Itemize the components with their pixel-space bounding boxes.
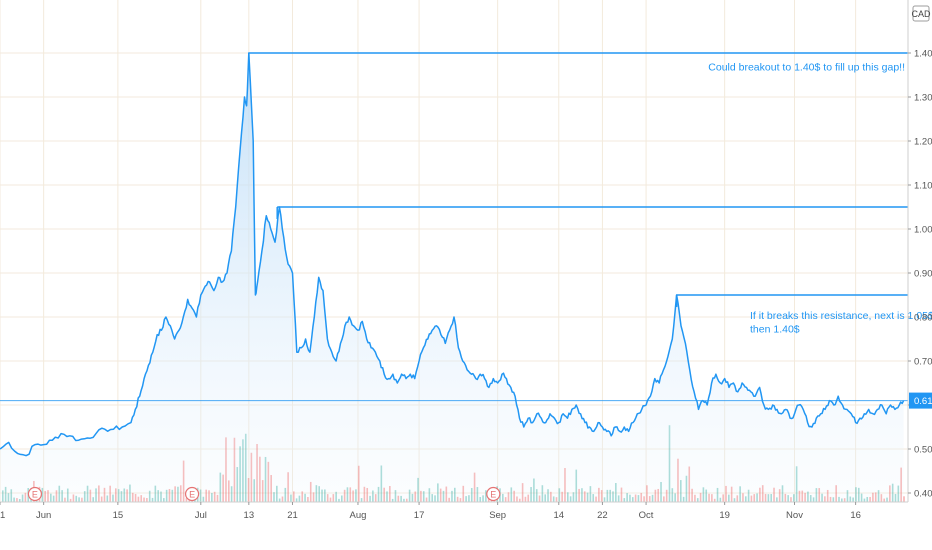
annotation-text: then 1.40$ bbox=[750, 323, 800, 335]
time-tick-label: 1 bbox=[0, 510, 5, 521]
price-area bbox=[0, 52, 908, 502]
price-line bbox=[0, 52, 905, 457]
time-tick-label: Jun bbox=[36, 510, 51, 521]
annotations[interactable]: Could breakout to 1.40$ to fill up this … bbox=[708, 62, 932, 336]
price-tick-label: 1.30 bbox=[914, 93, 932, 104]
earnings-marker-label: E bbox=[490, 490, 496, 500]
currency-badge[interactable]: CAD bbox=[911, 5, 931, 22]
time-tick-label: 17 bbox=[414, 510, 425, 521]
price-tick-label: 1.10 bbox=[914, 181, 932, 192]
time-tick-label: 14 bbox=[553, 510, 564, 521]
time-tick-label: Aug bbox=[350, 510, 367, 521]
price-tick-label: 1.40 bbox=[914, 49, 932, 60]
price-tick-label: 0.80 bbox=[914, 313, 932, 324]
earnings-marker[interactable] bbox=[27, 486, 43, 502]
price-tick-label: 1.00 bbox=[914, 225, 932, 236]
time-tick-label: 16 bbox=[850, 510, 861, 521]
last-price-badge[interactable] bbox=[909, 392, 932, 409]
price-tick-label: 0.50 bbox=[914, 445, 932, 456]
time-tick-label: Nov bbox=[786, 510, 803, 521]
currency-label: CAD bbox=[911, 9, 931, 19]
volume-bar bbox=[903, 496, 905, 502]
time-tick-label: Oct bbox=[639, 510, 654, 521]
price-tick-label: 0.90 bbox=[914, 269, 932, 280]
time-tick-label: 19 bbox=[719, 510, 730, 521]
annotation-text: If it breaks this resistance, next is 1.… bbox=[750, 310, 932, 322]
earnings-marker-label: E bbox=[32, 490, 38, 500]
annotation-text: Could breakout to 1.40$ to fill up this … bbox=[708, 62, 905, 74]
last-price-label: 0.61 bbox=[914, 396, 932, 407]
price-axis[interactable]: 0.400.500.600.700.800.901.001.101.201.30… bbox=[907, 0, 932, 502]
time-tick-label: 22 bbox=[597, 510, 608, 521]
earnings-marker[interactable] bbox=[486, 486, 501, 502]
price-tick-label: 0.40 bbox=[914, 489, 932, 500]
resistance-lines[interactable] bbox=[248, 52, 908, 307]
price-tick-label: 0.70 bbox=[914, 357, 932, 368]
time-axis[interactable]: 1 Jun 15 Jul 13 21 Aug 17 Sep 14 22 Oct 19 Nov 16 bbox=[0, 501, 908, 521]
price-tick-label: 1.20 bbox=[914, 137, 932, 148]
earnings-marker[interactable] bbox=[184, 486, 200, 502]
time-tick-label: Sep bbox=[489, 510, 506, 521]
time-tick-label: 13 bbox=[244, 510, 255, 521]
earnings-marker-label: E bbox=[189, 490, 195, 500]
time-tick-label: Jul bbox=[195, 510, 207, 521]
price-area-fill bbox=[0, 53, 904, 502]
time-tick-label: 15 bbox=[113, 510, 124, 521]
time-tick-label: 21 bbox=[287, 510, 298, 521]
